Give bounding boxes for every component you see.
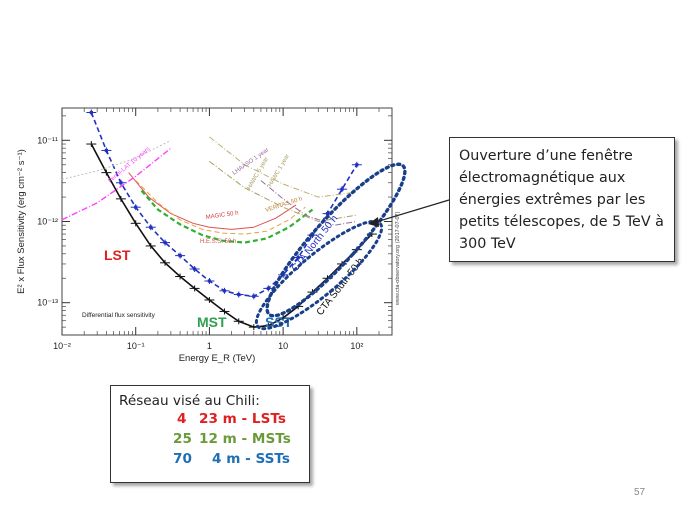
annotation-label: H.E.S.S. 50 h [200,239,236,245]
data-point [222,289,227,293]
annotation-label: LST [104,247,131,263]
y-tick-label: 10⁻¹¹ [37,135,58,145]
lst-count: 4 [177,411,187,427]
inner-note: Differential flux sensitivity [82,312,156,319]
data-point [104,148,108,153]
series-line-9 [61,139,172,180]
series-line-7 [260,180,357,226]
x-tick-label: 10⁻² [53,341,71,351]
data-point [252,294,256,298]
y-tick-label: 10⁻¹³ [37,298,58,308]
data-point [193,267,197,271]
y-tick-label: 10⁻¹² [37,217,58,227]
network-row-mst: 25 12 m - MSTs [119,431,301,451]
plot-frame [61,107,393,336]
annotation-label: MAGIC 50 h [205,210,239,221]
sst-count: 70 [173,451,192,467]
network-box: Réseau visé au Chili: 4 23 m - LSTs 25 1… [110,385,310,483]
page-number: 57 [634,487,646,498]
data-point [296,255,300,260]
x-tick-label: 10² [350,341,363,351]
mst-count: 25 [173,431,192,447]
lst-spec: 23 m - LSTs [199,411,286,427]
data-point [340,187,344,191]
highlight-ellipse-inner [254,219,384,331]
series-line-3 [135,180,306,235]
callout-box: Ouverture d’une fenêtre électromagnétiqu… [449,137,675,262]
x-tick-label: 10 [278,341,288,351]
data-point [207,279,212,283]
callout-text: Ouverture d’une fenêtre électromagnétiqu… [459,148,664,252]
network-row-lst: 4 23 m - LSTs [119,411,301,431]
highlight-ellipse [265,162,407,318]
callout-arrowhead [368,217,379,227]
x-tick-label: 10⁻¹ [127,341,145,351]
data-point [237,292,241,297]
series-line-4 [140,189,314,244]
mst-spec: 12 m - MSTs [199,431,291,447]
overlay-group [254,162,450,331]
data-point [119,181,123,185]
data-point [89,110,93,115]
network-title: Réseau visé au Chili: [119,393,260,409]
annotation-label: MST [197,314,227,330]
data-point [163,240,167,245]
series-line-8 [61,147,172,221]
data-point [355,163,359,167]
x-axis-label: Energy E_R (TeV) [179,353,256,364]
data-point [149,225,153,229]
annotation-label: SST [265,314,293,330]
series-line-2 [128,172,297,230]
plot-grid [61,107,393,336]
credit-text: www.cta-observatory.org (2017-07-07) [395,211,401,306]
network-row-sst: 70 4 m - SSTs [119,451,301,471]
callout-arrow-line [375,199,450,223]
data-point [325,212,330,216]
data-point [266,286,270,290]
axis-ticks: 10⁻² 10⁻¹ 1 10 10² 10⁻¹³ 10⁻¹² 10⁻¹¹ Energy E_R … [16,108,393,364]
data-point [178,254,182,258]
y-axis-label: E² x Flux Sensitivity (erg cm⁻² s⁻¹) [16,149,27,294]
x-tick-label: 1 [207,341,212,351]
data-point [134,205,138,209]
sst-spec: 4 m - SSTs [212,451,290,467]
